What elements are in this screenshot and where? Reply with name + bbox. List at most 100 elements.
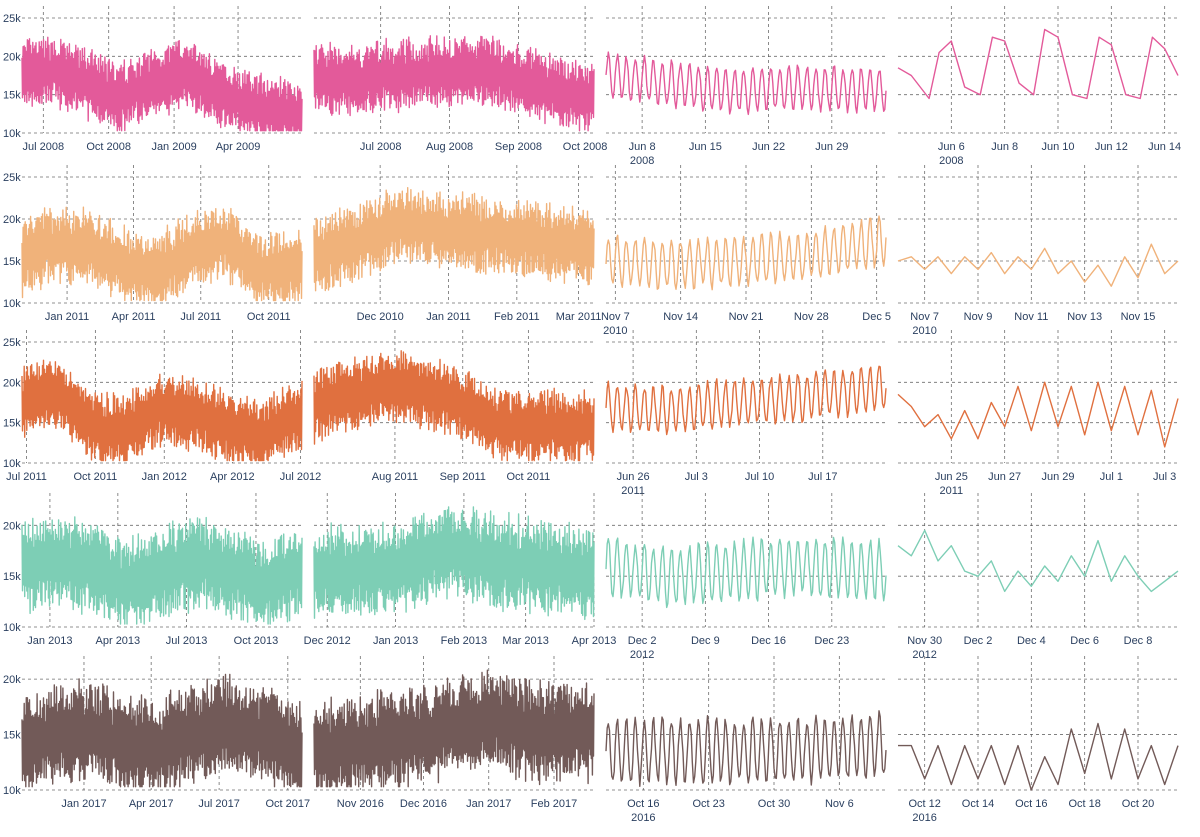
y-tick-label: 10k [3,785,21,797]
y-tick-label: 15k [3,256,21,268]
x-tick-label: Nov 7 [910,311,939,323]
x-tick-label: Nov 15 [1121,311,1156,323]
series-line [897,28,1179,100]
x-tick-label: Jun 10 [1041,141,1074,153]
panel-2-2: Dec 2010 Jan 2011 Feb 2011 Mar 2011 [313,165,602,323]
x-tick-label: Jan 2011 [426,311,470,323]
panel-4-4: Nov 30 2012 Dec 2 Dec 4 Dec 6 Dec 8 [897,493,1179,661]
panel-1-4: Jun 6 2008 Jun 8 Jun 10 Jun 12 Jun 14 [897,6,1181,167]
x-tick-label: Jul 2008 [360,141,402,153]
panel-3-1: 10k 15k 20k 25k Jul 2011 Oct 2011 Jan 2012 Apr … [3,330,321,483]
series-line [897,381,1179,448]
x-tick-label: Feb 2011 [494,311,540,323]
panel-4-2: Dec 2012 Jan 2013 Feb 2013 Mar 2013 Apr 2013 [304,493,617,647]
series-line [898,722,1179,791]
x-tick-label: Jul 2008 [23,141,65,153]
x-tick-label: Oct 16 [627,798,659,810]
series-line [313,669,595,788]
x-tick-label: Mar 2013 [502,635,548,647]
y-tick-label: 20k [3,214,21,226]
x-tick-label: Oct 20 [1122,798,1154,810]
x-tick-label: Jun 27 [988,471,1021,483]
x-tick-label: Apr 2011 [112,311,156,323]
panel-1-2: Jul 2008 Aug 2008 Sep 2008 Oct 2008 [313,6,607,153]
y-tick-label: 20k [3,377,21,389]
x-tick-label: Jul 3 [1153,471,1176,483]
x-tick-label: Jun 15 [689,141,722,153]
panel-3-3: Jun 26 2011 Jul 3 Jul 10 Jul 17 [605,330,887,497]
x-tick-label: Jul 1 [1100,471,1123,483]
x-tick-label: Jun 26 [617,471,650,483]
x-year-label: 2016 [912,812,936,824]
x-tick-label: Oct 2008 [86,141,131,153]
y-tick-label: 20k [3,520,21,532]
x-tick-label: Apr 2017 [129,798,174,810]
x-tick-label: Jun 8 [991,141,1018,153]
x-tick-label: Oct 16 [1015,798,1047,810]
series-line [605,365,887,436]
x-tick-label: Dec 2012 [304,635,351,647]
x-tick-label: Jun 8 [629,141,656,153]
x-year-label: 2008 [630,155,654,167]
x-tick-label: Oct 30 [758,798,790,810]
x-year-label: 2011 [621,485,645,497]
x-tick-label: Dec 2 [964,635,993,647]
x-tick-label: Jan 2011 [45,311,89,323]
x-tick-label: Jul 2011 [6,471,47,483]
x-tick-label: Nov 7 [601,311,630,323]
x-tick-label: Oct 18 [1068,798,1100,810]
x-tick-label: Oct 2013 [234,635,279,647]
series-line [21,359,303,462]
x-tick-label: Jun 6 [938,141,965,153]
x-tick-label: Nov 28 [794,311,829,323]
x-year-label: 2012 [912,649,936,661]
series-line [21,516,303,625]
series-line [21,673,303,788]
x-tick-label: Jan 2013 [373,635,418,647]
panel-4-3: Dec 2 2012 Dec 9 Dec 16 Dec 23 [605,493,887,661]
panel-1-3: Jun 8 2008 Jun 15 Jun 22 Jun 29 [605,6,887,167]
x-tick-label: Oct 12 [908,798,940,810]
y-tick-label: 10k [3,298,21,310]
x-tick-label: Oct 2011 [506,471,550,483]
panel-3-2: Aug 2011 Sep 2011 Oct 2011 [313,330,595,483]
x-tick-label: Jul 2013 [166,635,208,647]
series-line [21,206,303,302]
x-tick-label: Jun 25 [935,471,968,483]
x-tick-label: Nov 30 [907,635,942,647]
panel-2-3: Nov 7 2010 Nov 14 Nov 21 Nov 28 Dec 5 [601,165,891,337]
series-line [605,710,887,787]
x-tick-label: Jun 14 [1148,141,1181,153]
x-tick-label: Dec 4 [1017,635,1046,647]
x-tick-label: Aug 2008 [426,141,473,153]
y-tick-label: 25k [3,13,21,25]
series-line [21,36,303,132]
y-tick-label: 10k [3,622,21,634]
x-tick-label: Dec 5 [862,311,891,323]
y-tick-label: 20k [3,51,21,63]
x-tick-label: Mar 2011 [556,311,602,323]
x-tick-label: Nov 6 [825,798,854,810]
x-year-label: 2008 [939,155,963,167]
y-tick-label: 20k [3,674,21,686]
x-tick-label: Dec 8 [1124,635,1153,647]
y-tick-label: 15k [3,90,21,102]
series-line [313,350,595,462]
panel-5-4: Oct 12 2016 Oct 14 Oct 16 Oct 18 Oct 20 [898,656,1179,824]
x-tick-label: Nov 14 [663,311,698,323]
x-year-label: 2012 [630,649,654,661]
x-tick-label: Nov 9 [964,311,993,323]
x-tick-label: Dec 2 [628,635,657,647]
x-tick-label: Apr 2013 [96,635,141,647]
x-tick-label: Jul 3 [685,471,708,483]
x-year-label: 2016 [631,812,655,824]
x-tick-label: Jul 10 [745,471,774,483]
panel-2-4: Nov 7 2010 Nov 9 Nov 11 Nov 13 Nov 15 [897,165,1179,337]
series-line [313,506,595,621]
x-tick-label: Apr 2013 [572,635,617,647]
x-tick-label: Dec 6 [1070,635,1099,647]
panel-4-1: 10k 15k 20k Jan 2013 Apr 2013 Jul 2013 Oct 201… [3,493,303,647]
y-tick-label: 15k [3,418,21,430]
x-tick-label: Sep 2008 [495,141,542,153]
